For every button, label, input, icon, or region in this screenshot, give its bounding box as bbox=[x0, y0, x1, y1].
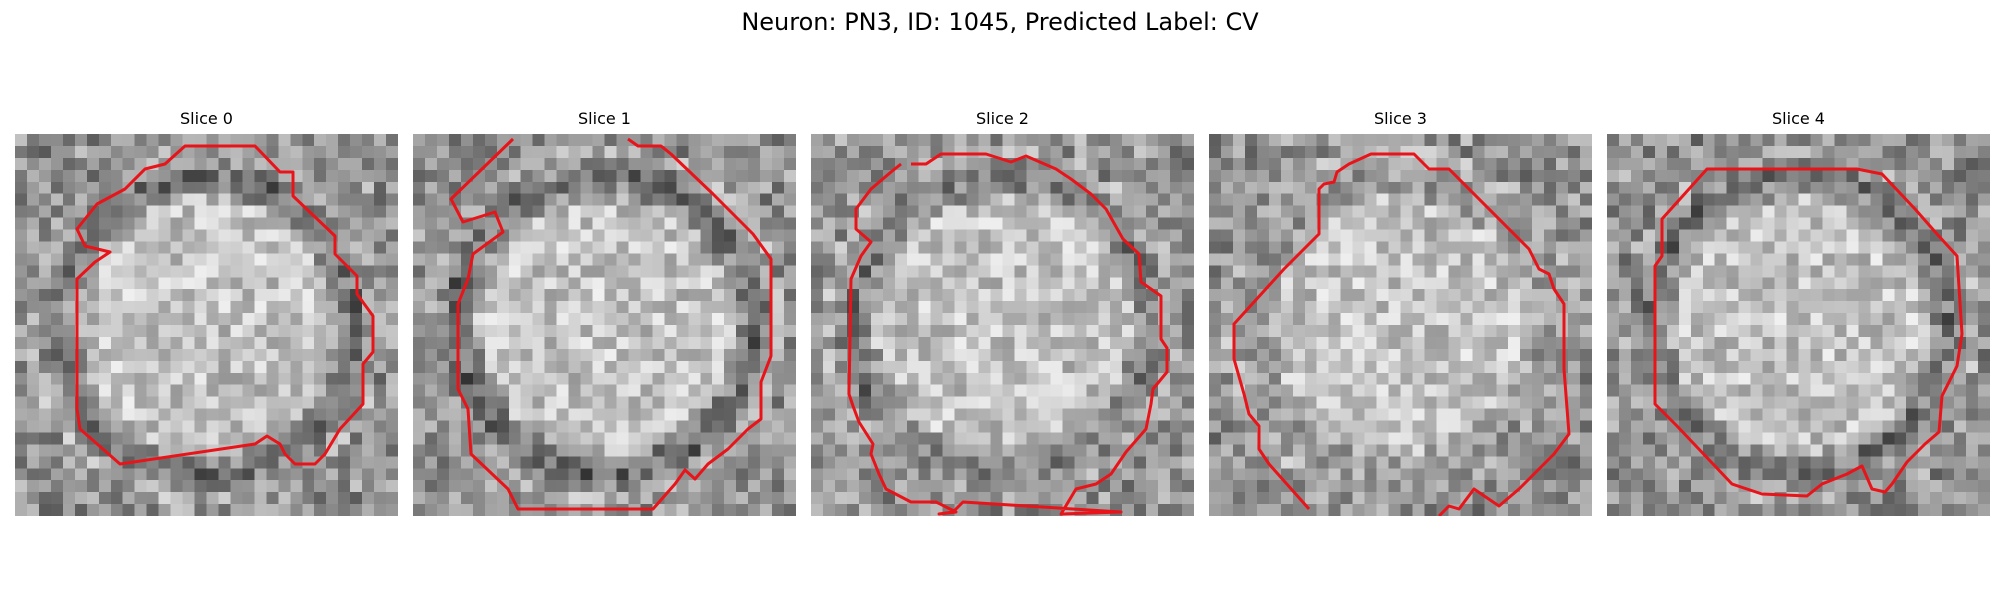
grayscale-slice-image bbox=[1607, 134, 1990, 516]
slice-title: Slice 1 bbox=[578, 109, 631, 128]
segmentation-contour bbox=[847, 152, 1169, 516]
slice-title: Slice 2 bbox=[976, 109, 1029, 128]
slice-panel-3: Slice 3 bbox=[1209, 108, 1592, 516]
slice-image bbox=[15, 134, 398, 516]
slice-panel-2: Slice 2 bbox=[811, 108, 1194, 516]
segmentation-contour bbox=[75, 144, 375, 466]
grayscale-slice-image bbox=[1209, 134, 1592, 516]
segmentation-contour bbox=[1232, 152, 1571, 516]
slice-panel-0: Slice 0 bbox=[15, 108, 398, 516]
slice-title: Slice 4 bbox=[1772, 109, 1825, 128]
segmentation-contour bbox=[1653, 167, 1964, 498]
slice-image bbox=[413, 134, 796, 516]
slice-title: Slice 0 bbox=[180, 109, 233, 128]
grayscale-slice-image bbox=[413, 134, 796, 516]
slice-image bbox=[811, 134, 1194, 516]
segmentation-contour bbox=[449, 137, 773, 511]
slice-image bbox=[1209, 134, 1592, 516]
slice-title: Slice 3 bbox=[1374, 109, 1427, 128]
grayscale-slice-image bbox=[811, 134, 1194, 516]
figure-title: Neuron: PN3, ID: 1045, Predicted Label: … bbox=[741, 8, 1259, 36]
slice-image bbox=[1607, 134, 1990, 516]
slice-panel-4: Slice 4 bbox=[1607, 108, 1990, 516]
slice-panel-1: Slice 1 bbox=[413, 108, 796, 516]
